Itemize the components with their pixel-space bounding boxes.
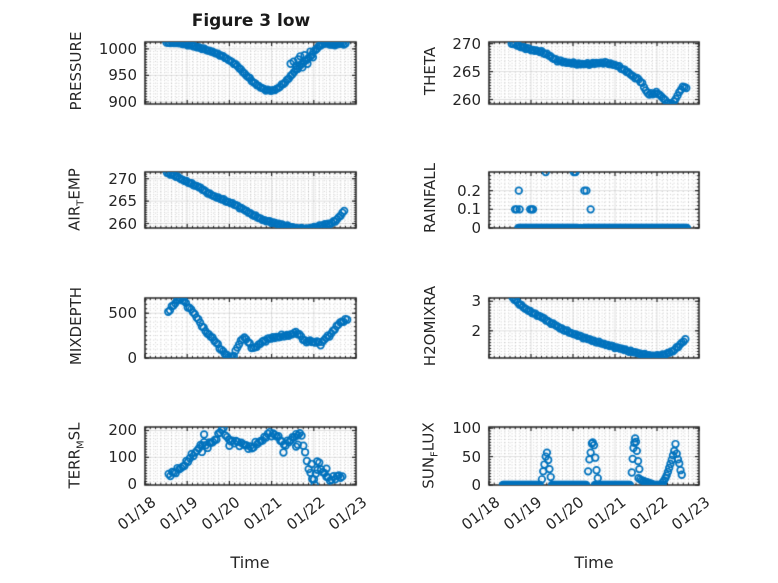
figure-canvas xyxy=(0,0,778,583)
matlab-figure: Figure 3 low Time Time 900 950 1000 PRESSUR… xyxy=(0,0,778,583)
